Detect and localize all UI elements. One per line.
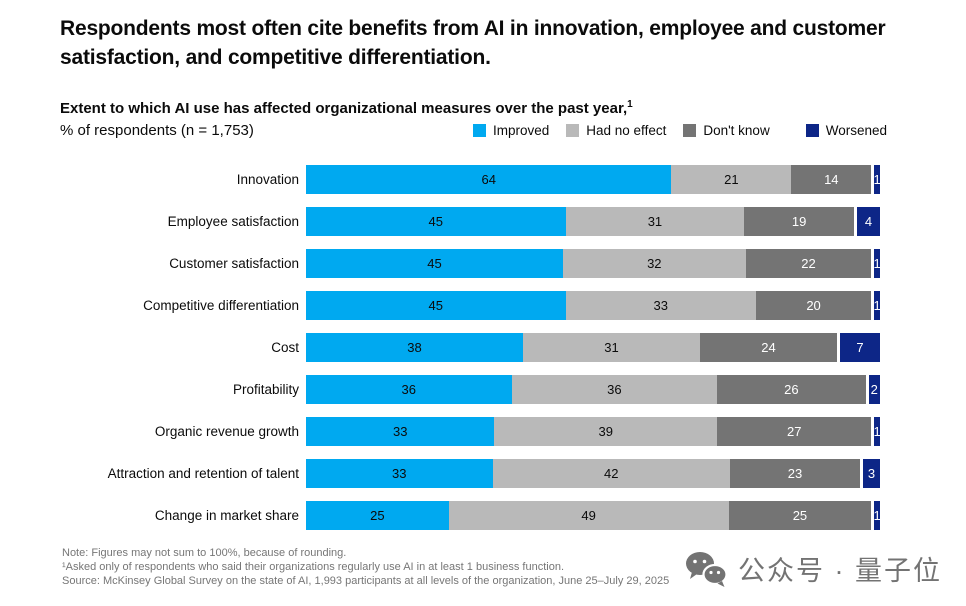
legend-label: Don't know <box>703 123 770 138</box>
stacked-bar: 33 42 23 3 <box>306 458 880 488</box>
chart-row: Change in market share 25 49 25 1 <box>60 494 887 536</box>
footnote-note: Note: Figures may not sum to 100%, becau… <box>62 547 347 559</box>
bar-segment-worsened: 1 <box>874 290 881 320</box>
page-title: Respondents most often cite benefits fro… <box>60 17 886 69</box>
bar-segment-worsened: 1 <box>874 416 881 446</box>
bar-segment-don-t-know: 23 <box>730 458 861 488</box>
chart-subtitle: Extent to which AI use has affected orga… <box>60 95 760 141</box>
bar-segment-don-t-know: 20 <box>755 290 872 320</box>
stacked-bar: 33 39 27 1 <box>306 416 881 446</box>
chart-subtitle-line1: Extent to which AI use has affected orga… <box>60 95 760 119</box>
legend-swatch <box>683 124 697 137</box>
bar-segment-worsened: 1 <box>874 500 881 530</box>
bar-segment-improved: 33 <box>306 458 493 488</box>
stacked-bar-chart: Innovation 64 21 14 1 Employee satisfaction 45… <box>60 158 887 536</box>
footnote-asterisk: ¹Asked only of respondents who said thei… <box>62 561 565 573</box>
bar-segment-had-no-effect: 31 <box>565 206 745 236</box>
bar-segment-improved: 45 <box>306 248 563 278</box>
legend-item-worsened: Worsened <box>805 123 887 138</box>
bar-segment-don-t-know: 22 <box>745 248 872 278</box>
stacked-bar: 25 49 25 1 <box>306 500 881 530</box>
row-label: Organic revenue growth <box>154 423 299 439</box>
bar-segment-worsened: 4 <box>856 206 880 236</box>
row-label: Customer satisfaction <box>169 255 299 271</box>
bar-segment-had-no-effect: 42 <box>492 458 731 488</box>
legend-item-had-no-effect: Had no effect <box>566 123 666 138</box>
bar-segment-had-no-effect: 21 <box>671 164 792 194</box>
wechat-icon <box>686 551 728 587</box>
chart-row: Organic revenue growth 33 39 27 1 <box>60 410 887 452</box>
bar-segment-don-t-know: 24 <box>700 332 838 362</box>
bar-segment-worsened: 1 <box>874 248 881 278</box>
chart-subtitle-line2: % of respondents (n = 1,753) <box>60 122 254 139</box>
legend-label: Improved <box>492 123 550 138</box>
bar-segment-don-t-know: 27 <box>717 416 872 446</box>
row-label: Cost <box>271 339 299 355</box>
bar-segment-had-no-effect: 32 <box>562 248 746 278</box>
bar-segment-don-t-know: 14 <box>791 164 872 194</box>
bar-segment-worsened: 2 <box>868 374 880 404</box>
legend-label: Had no effect <box>586 123 667 138</box>
footnote-source: Source: McKinsey Global Survey on the st… <box>62 575 670 587</box>
legend-swatch <box>805 124 819 137</box>
bar-segment-improved: 45 <box>306 206 566 236</box>
legend-item-don-t-know: Don't know <box>683 123 770 138</box>
row-label: Profitability <box>232 381 299 397</box>
chart-row: Cost 38 31 24 7 <box>60 326 887 368</box>
chart-row: Competitive differentiation 45 33 20 1 <box>60 284 887 326</box>
bar-segment-improved: 38 <box>306 332 523 362</box>
legend-swatch <box>472 124 486 137</box>
bar-segment-worsened: 1 <box>874 164 881 194</box>
row-label: Employee satisfaction <box>167 213 299 229</box>
bar-segment-improved: 25 <box>306 500 449 530</box>
bar-segment-don-t-know: 26 <box>717 374 866 404</box>
footnote-marker: 1 <box>627 99 633 110</box>
bar-segment-had-no-effect: 31 <box>522 332 700 362</box>
legend-label: Worsened <box>825 123 887 138</box>
bar-segment-improved: 33 <box>306 416 495 446</box>
bar-segment-don-t-know: 25 <box>728 500 872 530</box>
chart-row: Customer satisfaction 45 32 22 1 <box>60 242 887 284</box>
row-label: Innovation <box>236 171 299 187</box>
bar-segment-worsened: 7 <box>840 332 881 362</box>
bar-segment-had-no-effect: 49 <box>448 500 729 530</box>
chart-legend: Improved Had no effect Don't know Worsened <box>472 123 887 138</box>
bar-segment-improved: 64 <box>306 164 672 194</box>
chart-row: Employee satisfaction 45 31 19 4 <box>60 200 887 242</box>
bar-segment-improved: 36 <box>306 374 512 404</box>
bar-segment-worsened: 3 <box>863 458 880 488</box>
row-label: Change in market share <box>154 507 299 523</box>
legend-item-improved: Improved <box>472 123 550 138</box>
chart-row: Innovation 64 21 14 1 <box>60 158 887 200</box>
stacked-bar: 45 31 19 4 <box>306 206 880 236</box>
legend-swatch <box>566 124 580 137</box>
bar-segment-had-no-effect: 39 <box>494 416 718 446</box>
chart-row: Profitability 36 36 26 2 <box>60 368 887 410</box>
bar-segment-improved: 45 <box>306 290 566 320</box>
watermark: 公众号 · 量子位 <box>684 549 942 588</box>
watermark-text: 公众号 · 量子位 <box>738 556 942 586</box>
bar-segment-had-no-effect: 33 <box>565 290 756 320</box>
bar-segment-don-t-know: 19 <box>744 206 854 236</box>
stacked-bar: 45 32 22 1 <box>306 248 881 278</box>
row-label: Competitive differentiation <box>143 297 299 313</box>
chart-row: Attraction and retention of talent 33 42 23… <box>60 452 887 494</box>
row-label: Attraction and retention of talent <box>107 465 299 481</box>
stacked-bar: 45 33 20 1 <box>306 290 881 320</box>
stacked-bar: 64 21 14 1 <box>306 164 881 194</box>
stacked-bar: 38 31 24 7 <box>306 332 881 362</box>
bar-segment-had-no-effect: 36 <box>511 374 718 404</box>
chart-footnotes: Note: Figures may not sum to 100%, becau… <box>62 546 742 588</box>
stacked-bar: 36 36 26 2 <box>306 374 880 404</box>
chart-subtitle-text: Extent to which AI use has affected orga… <box>60 100 628 117</box>
